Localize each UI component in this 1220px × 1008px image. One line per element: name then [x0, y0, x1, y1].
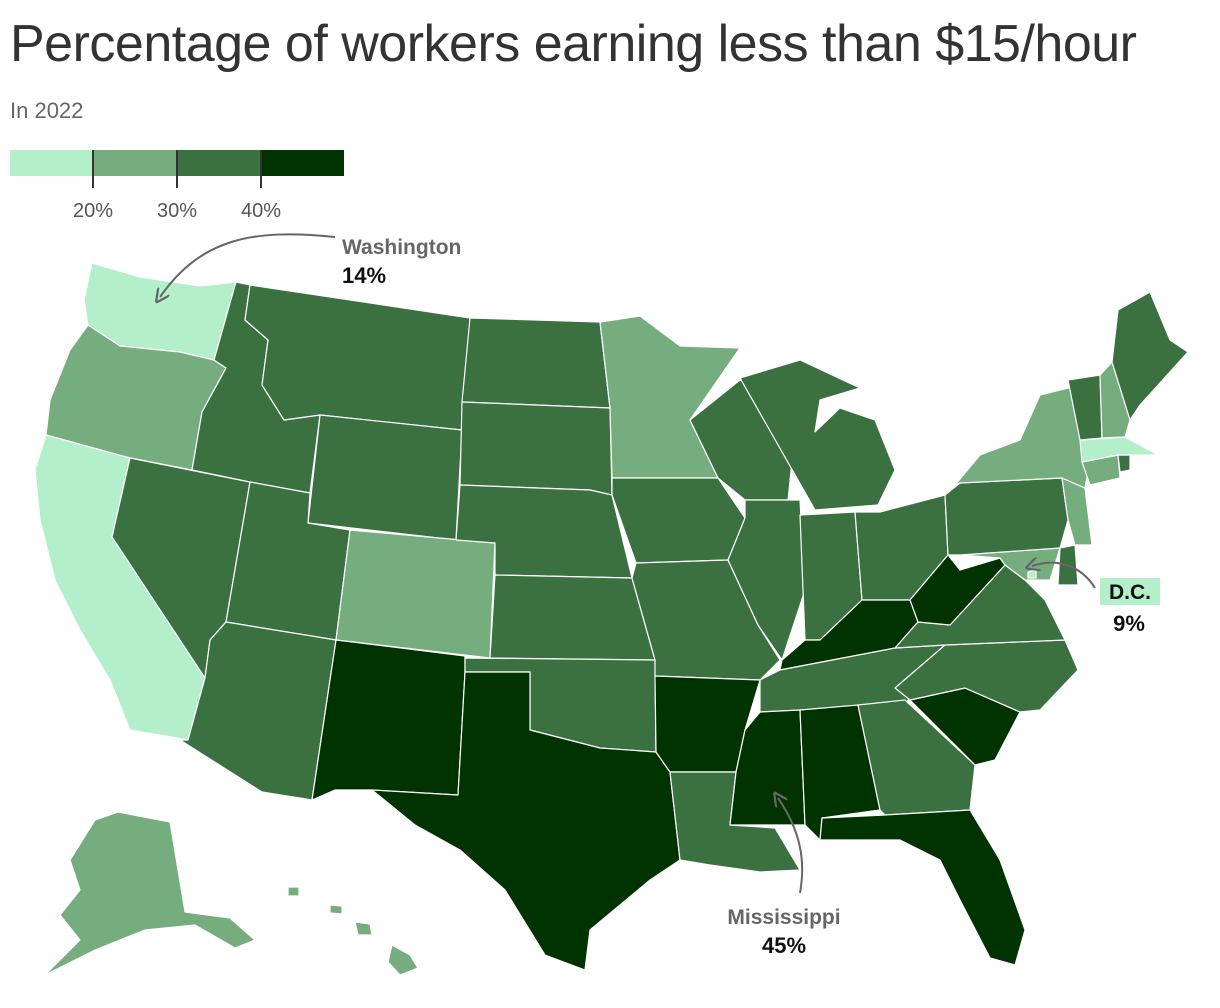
state-montana [244, 284, 471, 431]
legend-tick-20 [92, 150, 94, 188]
color-legend: 20% 30% 40% [10, 150, 350, 230]
state-pennsylvania [944, 477, 1069, 556]
state-alaska [44, 811, 256, 976]
state-rhode-island [1117, 454, 1131, 473]
legend-label-20: 20% [72, 200, 114, 222]
state-new-jersey [1061, 477, 1093, 546]
legend-swatch-bin-1 [94, 150, 178, 176]
state-north-dakota [461, 317, 611, 409]
state-hawaii [387, 944, 419, 976]
state-new-york [954, 384, 1091, 489]
state-florida [819, 809, 1026, 966]
state-new-hampshire [1099, 361, 1131, 439]
state-hawaii-kauai [287, 886, 300, 897]
legend-swatch-bin-2 [178, 150, 262, 176]
mississippi-value: 45% [762, 933, 806, 958]
states-layer [34, 262, 1189, 976]
legend-label-40: 40% [240, 200, 282, 222]
dc-value: 9% [1113, 611, 1145, 636]
dc-label-highlight [1100, 578, 1160, 605]
chart-subtitle: In 2022 [10, 98, 84, 123]
state-colorado [335, 529, 496, 659]
legend-label-30: 30% [156, 200, 198, 222]
legend-swatch-bin-0 [10, 150, 94, 176]
state-iowa [611, 477, 746, 564]
state-south-dakota [459, 401, 613, 496]
chart-title: Percentage of workers earning less than … [10, 15, 1137, 73]
state-texas [371, 671, 681, 971]
state-new-mexico [311, 639, 466, 801]
annotations-layer: Washington 14% D.C. 9% Mississippi 45% [160, 233, 1160, 958]
washington-value: 14% [342, 263, 386, 288]
legend-tick-40 [260, 150, 262, 188]
mississippi-label: Mississippi [727, 906, 840, 929]
mississippi-arrow [778, 798, 804, 894]
state-kansas [489, 574, 656, 661]
dc-arrow [1032, 563, 1096, 589]
legend-swatch-bin-3 [262, 150, 344, 176]
state-hawaii-oahu [329, 904, 343, 915]
dc-label: D.C. [1109, 581, 1151, 604]
state-dc [1027, 569, 1037, 579]
state-wyoming [307, 414, 463, 541]
state-hawaii-maui [354, 921, 373, 936]
washington-label: Washington [342, 236, 461, 259]
state-michigan [739, 359, 896, 511]
washington-arrow [160, 233, 336, 297]
state-maine [1111, 291, 1189, 421]
legend-tick-30 [176, 150, 178, 188]
